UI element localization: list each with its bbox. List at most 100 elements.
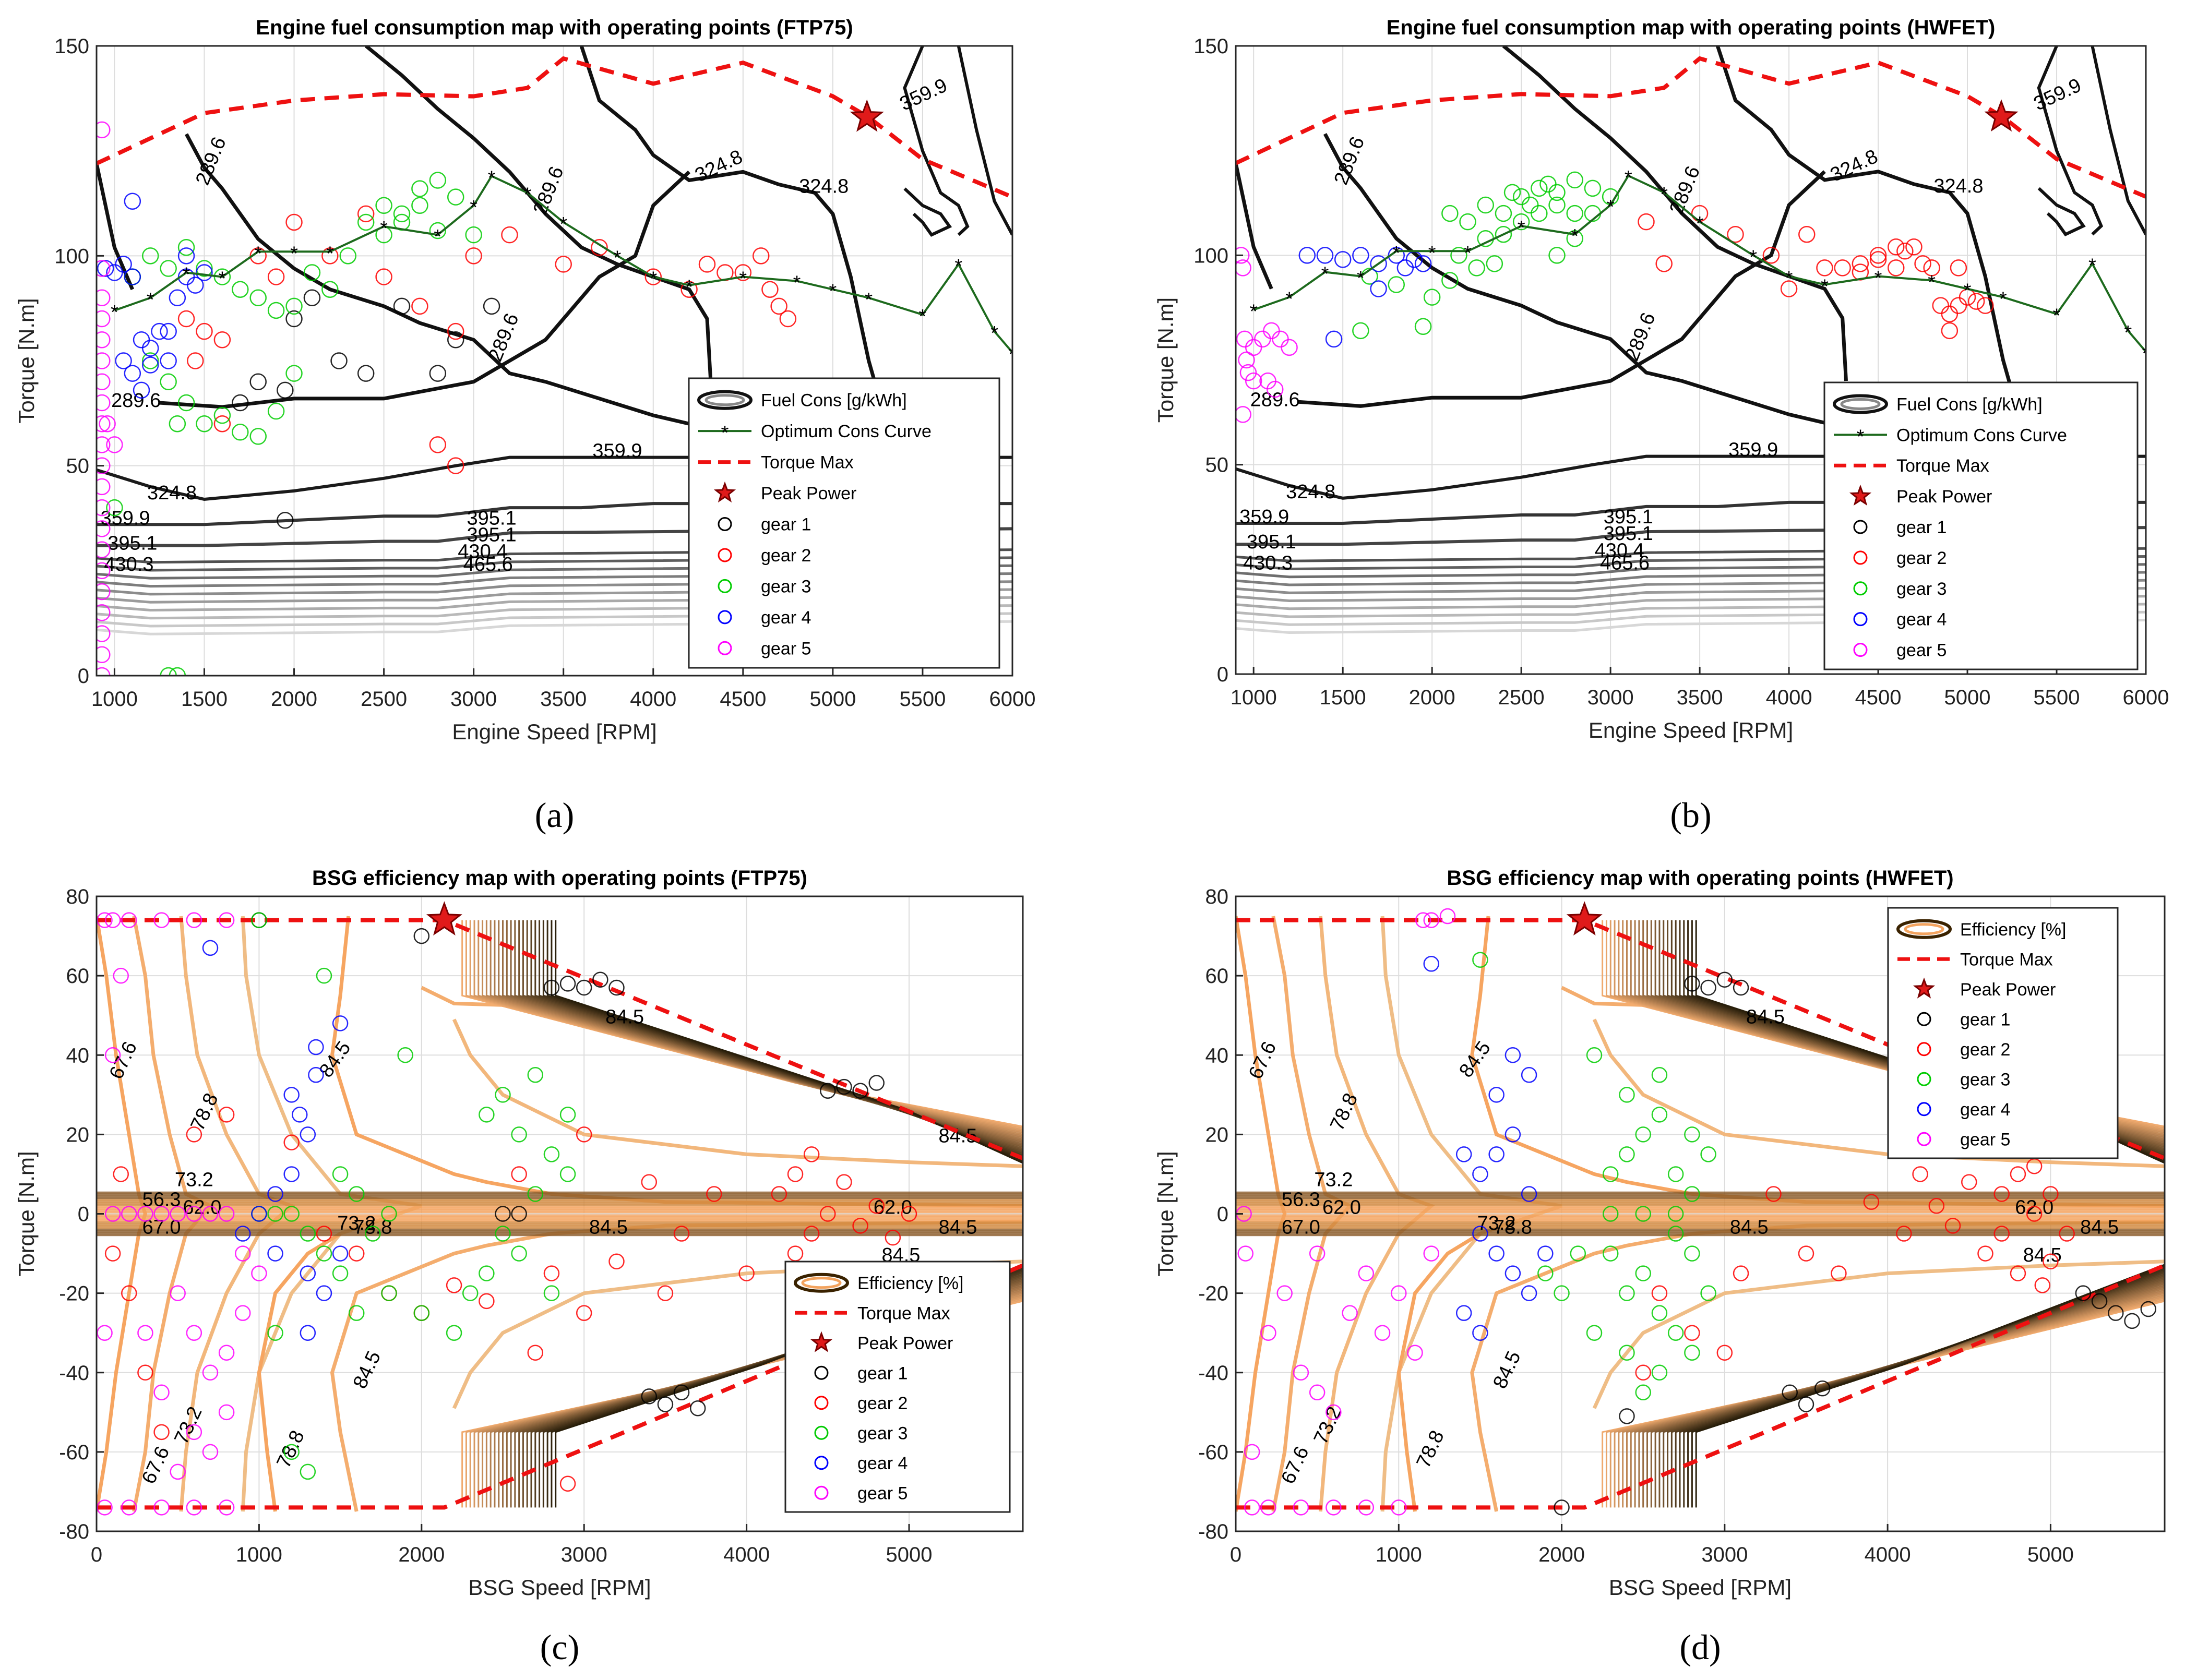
operating-point <box>141 247 159 265</box>
optimum-curve-marker: * <box>2088 255 2096 277</box>
optimum-curve-marker: * <box>1607 196 1615 218</box>
operating-point <box>218 1206 235 1222</box>
operating-point <box>357 365 375 382</box>
operating-point <box>232 394 249 412</box>
operating-point <box>1260 1325 1276 1341</box>
legend-label: gear 2 <box>857 1394 908 1413</box>
operating-point <box>559 976 576 992</box>
operating-point <box>249 373 267 390</box>
optimum-curve-marker: * <box>793 272 801 294</box>
contour-label: 84.5 <box>605 1006 644 1028</box>
operating-point <box>1619 1285 1635 1301</box>
operating-point <box>1684 1345 1700 1361</box>
operating-point <box>511 1245 527 1262</box>
legend-label: gear 3 <box>857 1423 908 1443</box>
operating-point <box>2034 1277 2051 1293</box>
operating-point <box>1798 1245 1814 1262</box>
x-tick-label: 1000 <box>1376 1543 1422 1566</box>
operating-point <box>1537 1245 1554 1262</box>
efficiency-contour-line <box>1396 1232 1482 1512</box>
operating-point <box>1684 976 1700 992</box>
operating-point <box>2108 1305 2124 1321</box>
operating-point <box>196 264 213 281</box>
fuel-contour-line <box>1236 500 2146 525</box>
contour-label: 67.0 <box>142 1217 181 1239</box>
optimum-curve-marker: * <box>865 289 873 311</box>
operating-point <box>738 1265 755 1281</box>
operating-point <box>657 1285 674 1301</box>
operating-point <box>2026 1206 2043 1222</box>
fuel-contour-line <box>1236 547 2146 562</box>
operating-point <box>1976 297 1994 314</box>
panel-label: (b) <box>1670 795 1711 835</box>
operating-point <box>153 1384 170 1401</box>
operating-point <box>576 1305 592 1321</box>
optimum-curve-marker: * <box>2124 322 2132 344</box>
operating-point <box>1352 322 1369 340</box>
y-tick-label: 0 <box>1217 1203 1228 1226</box>
legend-circle <box>814 1365 829 1380</box>
y-tick-label: -40 <box>59 1362 89 1385</box>
operating-point <box>1928 1198 1945 1214</box>
optimum-curve-marker: * <box>1999 289 2007 310</box>
operating-point <box>836 1078 852 1095</box>
fuel-contour-line <box>97 604 1012 620</box>
operating-point <box>97 394 111 412</box>
operating-point <box>104 1047 121 1063</box>
operating-point <box>901 1206 917 1222</box>
legend-circle <box>1917 1012 1931 1026</box>
fuel-contour-line <box>364 46 713 382</box>
legend-star <box>713 481 736 503</box>
operating-point <box>1667 1206 1684 1222</box>
operating-point <box>121 912 137 928</box>
operating-point <box>608 979 625 996</box>
operating-point <box>1455 1305 1472 1321</box>
operating-point <box>1684 1126 1700 1143</box>
operating-point <box>1325 330 1343 348</box>
legend-label: gear 1 <box>1896 518 1947 537</box>
operating-point <box>1566 171 1583 189</box>
operating-point <box>357 205 375 223</box>
operating-point <box>1415 912 1431 928</box>
legend-symbol <box>1833 394 1888 414</box>
operating-point <box>232 281 249 298</box>
operating-point <box>501 226 518 244</box>
contour-label: 465.6 <box>1600 552 1650 574</box>
operating-point <box>1762 247 1780 264</box>
y-tick-label: 60 <box>66 965 90 988</box>
fuel-contour-line <box>1715 46 2040 445</box>
x-axis-label: Engine Speed [RPM] <box>1589 718 1793 742</box>
legend-label: gear 4 <box>1960 1100 2010 1120</box>
operating-point <box>283 1444 300 1460</box>
operating-point <box>1488 1245 1505 1262</box>
operating-point <box>97 260 114 277</box>
operating-point <box>2091 1293 2108 1310</box>
operating-point <box>429 172 447 189</box>
fuel-contour-line <box>1236 603 2146 618</box>
contour-label: 84.5 <box>2080 1217 2119 1239</box>
contour-label: 395.1 <box>467 507 517 529</box>
operating-point <box>1651 1305 1668 1321</box>
contour-label: 359.9 <box>1728 439 1778 461</box>
y-tick-label: -20 <box>59 1282 89 1305</box>
legend-label: gear 5 <box>1896 641 1947 661</box>
operating-point <box>447 457 464 474</box>
legend-circle <box>1917 1042 1931 1057</box>
operating-point <box>698 256 716 273</box>
operating-point <box>1439 908 1456 925</box>
operating-point <box>251 912 267 928</box>
legend-symbol <box>1853 612 1868 627</box>
legend-box <box>688 377 1000 669</box>
operating-point <box>1298 247 1316 264</box>
operating-point <box>381 1285 397 1301</box>
contour-label: 395.1 <box>1604 506 1653 528</box>
operating-point <box>1780 280 1798 297</box>
operating-point <box>160 322 177 340</box>
optimum-curve-marker: * <box>649 268 657 290</box>
operating-point <box>706 1186 722 1202</box>
operating-point <box>1967 293 1985 310</box>
operating-point <box>1281 339 1298 356</box>
y-tick-label: 0 <box>78 1203 89 1226</box>
operating-point <box>1667 1166 1684 1182</box>
